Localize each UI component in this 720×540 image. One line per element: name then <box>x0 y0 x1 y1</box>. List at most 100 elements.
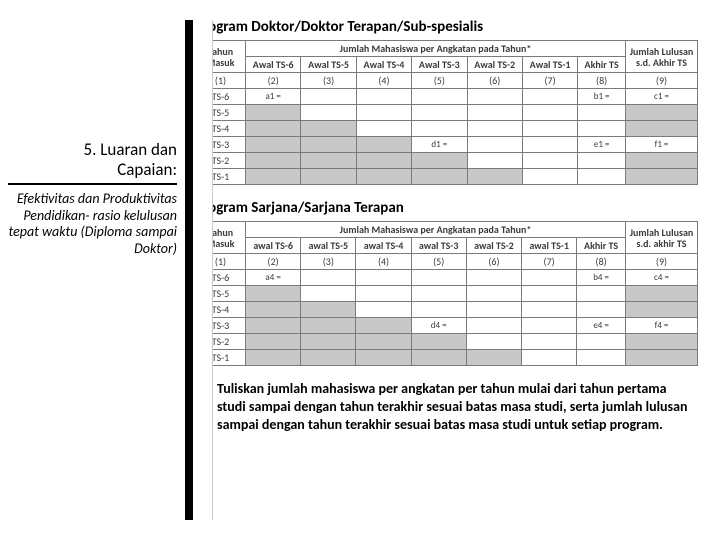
cell <box>467 153 522 169</box>
col-lulusan: Jumlah Lulusan s.d. Akhir TS <box>626 41 698 73</box>
cell <box>301 302 356 318</box>
cell <box>466 302 521 318</box>
table-row: TS-6 a1 = b1 = c1 = <box>196 89 698 105</box>
cell <box>522 169 577 185</box>
col-h: awal TS-5 <box>301 238 356 254</box>
table1-heading: Program Doktor/Doktor Terapan/Sub-spesia… <box>195 18 698 36</box>
cell <box>522 286 577 302</box>
cell: (3) <box>301 254 356 270</box>
col-h: Awal TS-5 <box>301 57 356 73</box>
cell <box>578 105 626 121</box>
cell: (9) <box>626 254 698 270</box>
col-h: Awal TS-3 <box>412 57 467 73</box>
col-lulusan: Jumlah Lulusan s.d. akhir TS <box>626 222 698 254</box>
cell <box>467 121 522 137</box>
cell <box>301 334 356 350</box>
cell: (5) <box>412 73 467 89</box>
cell: (3) <box>301 73 356 89</box>
cell <box>522 137 577 153</box>
cell <box>466 270 521 286</box>
cell <box>301 105 356 121</box>
cell: (2) <box>246 73 301 89</box>
cell <box>467 137 522 153</box>
cell: f4 = <box>626 318 698 334</box>
cell <box>411 270 466 286</box>
cell: (8) <box>577 254 626 270</box>
col-span-header: Jumlah Mahasiswa per Angkatan pada Tahun… <box>246 222 626 238</box>
table-row: TS-1 <box>196 350 698 366</box>
cell <box>578 169 626 185</box>
cell <box>356 302 411 318</box>
table2-heading: Program Sarjana/Sarjana Terapan <box>195 199 698 217</box>
table-row: Awal TS-6 Awal TS-5 Awal TS-4 Awal TS-3 … <box>196 57 698 73</box>
cell <box>578 121 626 137</box>
cell: f1 = <box>626 137 698 153</box>
cell <box>522 350 577 366</box>
cell <box>411 334 466 350</box>
cell <box>246 334 301 350</box>
cell <box>467 105 522 121</box>
cell: a4 = <box>246 270 301 286</box>
cell <box>577 286 626 302</box>
cell <box>246 105 301 121</box>
table-row: TS-3 d4 = e4 = f4 = <box>196 318 698 334</box>
cell <box>356 105 411 121</box>
cell <box>466 286 521 302</box>
table-row: Tahun Masuk Jumlah Mahasiswa per Angkata… <box>196 222 698 238</box>
cell: (2) <box>246 254 301 270</box>
vertical-divider <box>185 20 213 520</box>
cell <box>522 318 577 334</box>
cell <box>522 121 577 137</box>
cell <box>467 89 522 105</box>
cell <box>577 334 626 350</box>
table2: Tahun Masuk Jumlah Mahasiswa per Angkata… <box>195 221 698 366</box>
cell: (5) <box>411 254 466 270</box>
cell <box>577 350 626 366</box>
cell <box>246 350 301 366</box>
cell <box>467 169 522 185</box>
section-title: 5. Luaran dan Capaian: <box>8 140 177 181</box>
cell <box>246 169 301 185</box>
slide: 5. Luaran dan Capaian: Efektivitas dan P… <box>0 0 720 540</box>
cell <box>466 350 521 366</box>
cell <box>246 137 301 153</box>
cell <box>626 105 698 121</box>
cell: d1 = <box>412 137 467 153</box>
col-h: awal TS-2 <box>466 238 521 254</box>
cell <box>626 169 698 185</box>
cell <box>411 350 466 366</box>
cell <box>522 153 577 169</box>
cell: (4) <box>356 254 411 270</box>
cell: d4 = <box>411 318 466 334</box>
cell <box>356 169 411 185</box>
cell <box>246 318 301 334</box>
cell <box>246 153 301 169</box>
cell <box>522 270 577 286</box>
cell: (7) <box>522 254 577 270</box>
table-row: Tahun Masuk Jumlah Mahasiswa per Angkata… <box>196 41 698 57</box>
table-row: TS-4 <box>196 121 698 137</box>
table-row: TS-1 <box>196 169 698 185</box>
cell <box>522 334 577 350</box>
cell: a1 = <box>246 89 301 105</box>
table-row: TS-6 a4 = b4 = c4 = <box>196 270 698 286</box>
title-line-1: 5. Luaran dan <box>84 139 177 160</box>
cell: e4 = <box>577 318 626 334</box>
cell <box>522 89 577 105</box>
cell <box>301 270 356 286</box>
col-h: awal TS-3 <box>411 238 466 254</box>
cell <box>412 169 467 185</box>
table-row: TS-3 d1 = e1 = f1 = <box>196 137 698 153</box>
bullet-note: • Tuliskan jumlah mahasiswa per angkatan… <box>195 380 698 435</box>
cell <box>301 318 356 334</box>
cell <box>626 302 698 318</box>
cell <box>412 121 467 137</box>
cell: (6) <box>467 73 522 89</box>
col-span-header: Jumlah Mahasiswa per Angkatan pada Tahun… <box>246 41 626 57</box>
title-line-2: Capaian: <box>117 159 177 180</box>
cell <box>578 153 626 169</box>
cell: (8) <box>578 73 626 89</box>
table1: Tahun Masuk Jumlah Mahasiswa per Angkata… <box>195 40 698 185</box>
cell <box>301 169 356 185</box>
cell <box>356 350 411 366</box>
